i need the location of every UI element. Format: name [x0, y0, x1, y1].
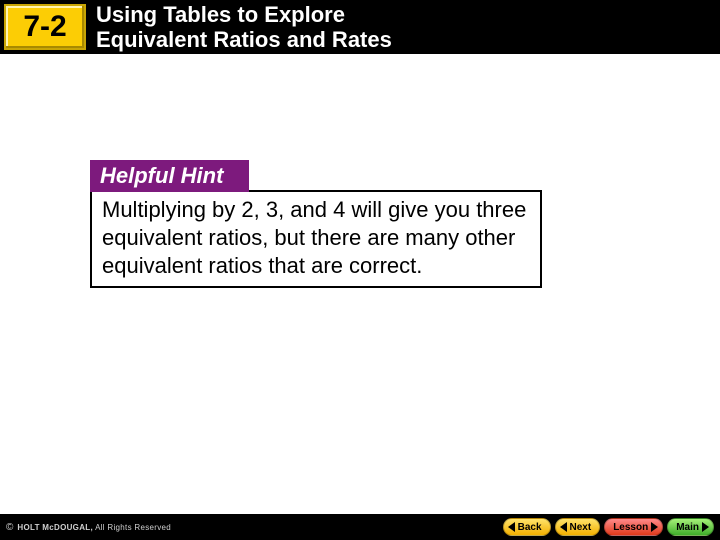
back-button-label: Back [518, 522, 542, 533]
main-button-label: Main [676, 522, 699, 533]
lesson-title: Using Tables to Explore Equivalent Ratio… [96, 2, 392, 53]
hint-label-tab: Helpful Hint [90, 160, 249, 192]
lesson-title-line1: Using Tables to Explore [96, 2, 392, 27]
hint-body-text: Multiplying by 2, 3, and 4 will give you… [90, 190, 542, 288]
main-button[interactable]: Main [667, 518, 714, 536]
lesson-number: 7-2 [23, 10, 66, 44]
header-bar: 7-2 Using Tables to Explore Equivalent R… [0, 0, 720, 54]
copyright-brand: HOLT McDOUGAL, [17, 523, 93, 532]
back-button[interactable]: Back [503, 518, 551, 536]
lesson-number-badge: 7-2 [4, 4, 86, 50]
next-button-label: Next [570, 522, 592, 533]
lesson-arrow-icon [651, 522, 658, 532]
nav-buttons: Back Next Lesson Main [503, 518, 714, 536]
copyright-rights: All Rights Reserved [95, 523, 171, 532]
lesson-button-label: Lesson [613, 522, 648, 533]
copyright-symbol: © [6, 522, 13, 533]
copyright: © HOLT McDOUGAL, All Rights Reserved [6, 522, 171, 533]
next-arrow-icon [560, 522, 567, 532]
main-arrow-icon [702, 522, 709, 532]
content-area: Helpful Hint Multiplying by 2, 3, and 4 … [90, 160, 542, 288]
back-arrow-icon [508, 522, 515, 532]
copyright-text: HOLT McDOUGAL, All Rights Reserved [17, 523, 171, 532]
lesson-button[interactable]: Lesson [604, 518, 663, 536]
footer-bar: © HOLT McDOUGAL, All Rights Reserved Bac… [0, 514, 720, 540]
next-button[interactable]: Next [555, 518, 601, 536]
lesson-title-line2: Equivalent Ratios and Rates [96, 27, 392, 52]
